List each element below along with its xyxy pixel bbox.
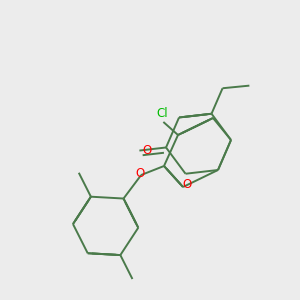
Text: Cl: Cl — [157, 107, 168, 120]
Text: O: O — [142, 144, 152, 157]
Text: O: O — [182, 178, 191, 191]
Text: O: O — [136, 167, 145, 181]
